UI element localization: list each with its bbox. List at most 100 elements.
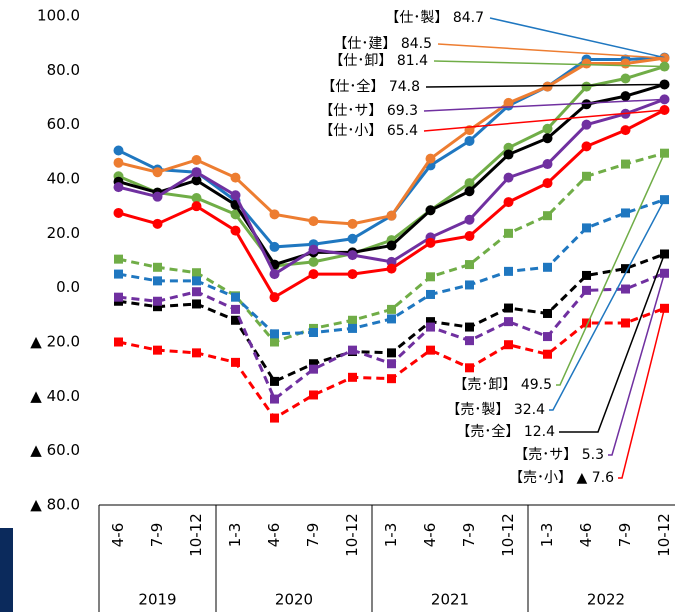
x-tick-label: 10-12 <box>343 513 361 557</box>
marker <box>581 99 592 110</box>
marker <box>230 190 241 201</box>
marker <box>621 208 630 218</box>
marker <box>425 153 436 164</box>
marker <box>386 263 397 274</box>
group-label: 2021 <box>431 591 469 609</box>
marker <box>114 254 123 264</box>
marker <box>581 119 592 130</box>
marker <box>660 249 669 259</box>
marker <box>230 209 241 220</box>
marker <box>582 270 591 280</box>
marker <box>269 269 280 280</box>
marker <box>503 197 514 208</box>
marker <box>192 276 201 286</box>
leader-line <box>425 83 665 88</box>
leader-line <box>423 98 665 112</box>
marker <box>192 299 201 309</box>
x-tick-label: 7-9 <box>616 523 634 548</box>
x-tick-label: 1-3 <box>538 523 556 548</box>
marker <box>191 201 202 212</box>
marker <box>270 376 279 386</box>
marker <box>504 303 513 313</box>
y-tick-label: ▲ 60.0 <box>30 441 80 459</box>
marker <box>192 268 201 278</box>
x-tick-label: 4-6 <box>265 523 283 548</box>
marker <box>269 241 280 252</box>
marker <box>542 133 553 144</box>
marker <box>543 262 552 272</box>
marker <box>270 329 279 339</box>
series-label: 【売･製】 32.4 <box>446 402 545 418</box>
axes: 100.0 80.0 60.0 40.0 20.0 0.0 ▲ 20.0 ▲ 40.0 ▲ 60… <box>30 7 675 612</box>
marker <box>114 292 123 302</box>
y-tick-label: ▲ 80.0 <box>30 496 80 514</box>
marker <box>231 304 240 314</box>
marker <box>270 337 279 347</box>
series-label: 【仕･小】 65.4 <box>319 123 418 139</box>
marker <box>308 269 319 280</box>
marker <box>231 357 240 367</box>
marker <box>465 280 474 290</box>
marker <box>582 223 591 233</box>
marker <box>465 363 474 373</box>
marker <box>504 266 513 276</box>
y-tick-label: ▲ 40.0 <box>30 387 80 405</box>
x-tick-label: 4-6 <box>109 523 127 548</box>
marker <box>582 318 591 328</box>
marker <box>465 322 474 332</box>
marker <box>543 211 552 221</box>
x-tick-label: 10-12 <box>499 513 517 557</box>
marker <box>387 348 396 358</box>
marker <box>348 323 357 333</box>
marker <box>152 218 163 229</box>
marker <box>425 237 436 248</box>
x-tick-label: 10-12 <box>187 513 205 557</box>
group-label: 2022 <box>587 591 625 609</box>
marker <box>270 413 279 423</box>
marker <box>269 209 280 220</box>
marker <box>191 193 202 204</box>
marker <box>503 97 514 108</box>
marker <box>621 318 630 328</box>
series-label: 【仕･製】 84.7 <box>385 10 484 26</box>
leader-line <box>608 273 666 456</box>
marker <box>348 372 357 382</box>
marker <box>152 167 163 178</box>
marker <box>503 149 514 160</box>
x-tick-label: 7-9 <box>148 523 166 548</box>
marker <box>231 292 240 302</box>
x-tick-label: 7-9 <box>460 523 478 548</box>
series-label: 【仕･建】 84.5 <box>333 36 432 52</box>
marker <box>426 345 435 355</box>
marker <box>621 159 630 169</box>
marker <box>465 260 474 270</box>
marker <box>387 304 396 314</box>
x-tick-label: 1-3 <box>226 523 244 548</box>
x-tick-label: 7-9 <box>304 523 322 548</box>
marker <box>621 264 630 274</box>
series-label: 【売･全】 12.4 <box>456 423 555 440</box>
x-tick-label: 4-6 <box>421 523 439 548</box>
marker <box>347 233 358 244</box>
y-tick-label: 40.0 <box>47 170 80 188</box>
marker <box>581 81 592 92</box>
marker <box>464 214 475 225</box>
marker <box>153 302 162 312</box>
marker <box>464 178 475 189</box>
marker <box>192 287 201 297</box>
series-label: 【売･サ】 5.3 <box>514 447 604 463</box>
marker <box>582 285 591 295</box>
y-tick-label: 20.0 <box>47 224 80 242</box>
marker <box>113 207 124 218</box>
marker <box>504 228 513 238</box>
y-tick-label: ▲ 20.0 <box>30 333 80 351</box>
x-tick-label: 10-12 <box>655 513 673 557</box>
marker <box>153 276 162 286</box>
marker <box>465 336 474 346</box>
leader-line <box>559 253 666 433</box>
marker <box>426 317 435 327</box>
marker <box>230 172 241 183</box>
marker <box>542 123 553 134</box>
series-label: 【仕･全】 74.8 <box>321 78 420 95</box>
x-tick-label: 4-6 <box>577 523 595 548</box>
